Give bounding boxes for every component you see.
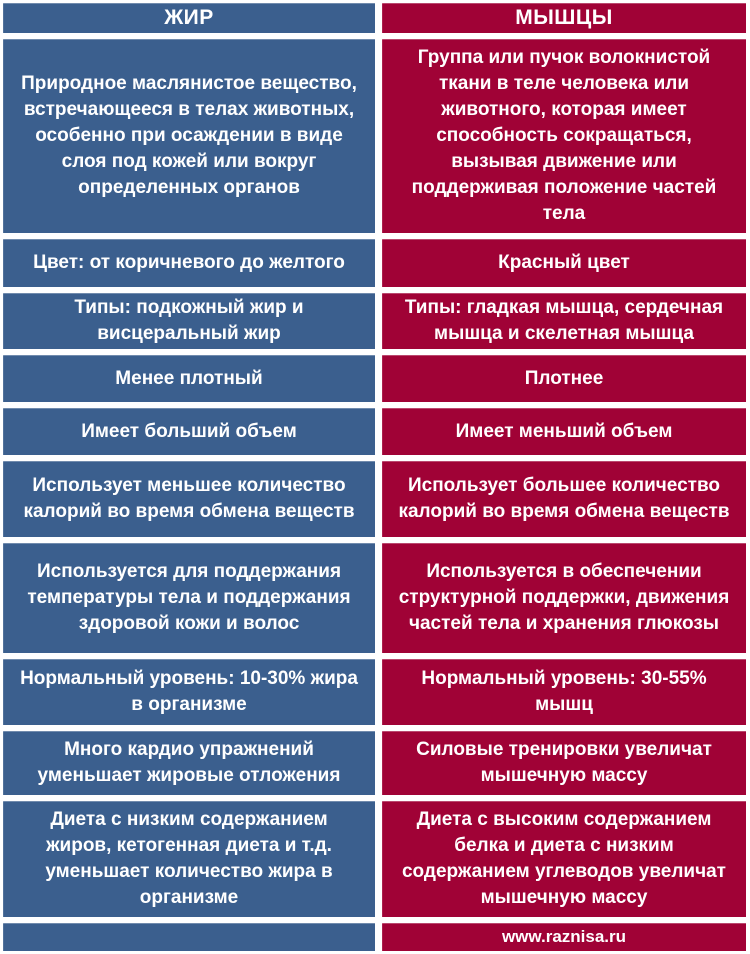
muscle-function-cell: Используется в обеспечении структурной п…: [382, 543, 746, 653]
muscle-definition-cell: Группа или пучок волокнистой ткани в тел…: [382, 39, 746, 233]
fat-diet-cell: Диета с низким содержанием жиров, кетоге…: [3, 801, 375, 917]
muscle-types-cell: Типы: гладкая мышца, сердечная мышца и с…: [382, 293, 746, 349]
fat-calories-cell: Использует меньшее количество калорий во…: [3, 461, 375, 537]
fat-volume-cell: Имеет больший объем: [3, 408, 375, 455]
muscle-volume-cell: Имеет меньший объем: [382, 408, 746, 455]
muscle-diet-cell: Диета с высоким содержанием белка и диет…: [382, 801, 746, 917]
muscle-exercise-cell: Силовые тренировки увеличат мышечную мас…: [382, 731, 746, 795]
fat-normal-level-cell: Нормальный уровень: 10-30% жира в органи…: [3, 659, 375, 725]
fat-footer-empty-cell: [3, 923, 375, 951]
fat-density-cell: Менее плотный: [3, 355, 375, 402]
fat-color-cell: Цвет: от коричневого до желтого: [3, 239, 375, 287]
fat-definition-cell: Природное маслянистое вещество, встречаю…: [3, 39, 375, 233]
fat-function-cell: Используется для поддержания температуры…: [3, 543, 375, 653]
site-watermark: www.raznisa.ru: [382, 923, 746, 951]
fat-exercise-cell: Много кардио упражнений уменьшает жировы…: [3, 731, 375, 795]
muscle-calories-cell: Использует большее количество калорий во…: [382, 461, 746, 537]
muscle-column-header: МЫШЦЫ: [382, 3, 746, 33]
fat-column-header: ЖИР: [3, 3, 375, 33]
muscle-density-cell: Плотнее: [382, 355, 746, 402]
fat-types-cell: Типы: подкожный жир и висцеральный жир: [3, 293, 375, 349]
muscle-color-cell: Красный цвет: [382, 239, 746, 287]
muscle-normal-level-cell: Нормальный уровень: 30-55% мышц: [382, 659, 746, 725]
